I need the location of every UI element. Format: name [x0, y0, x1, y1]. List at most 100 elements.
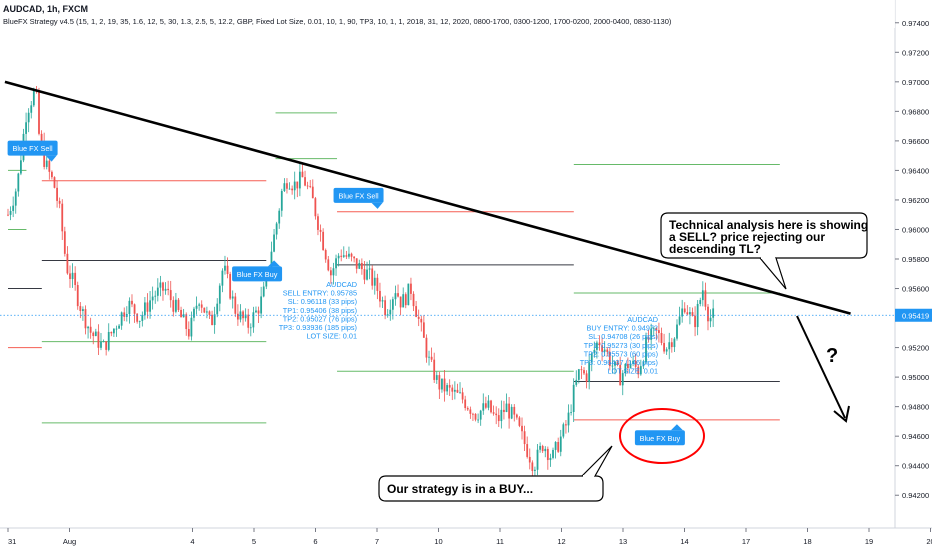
- candle-body: [236, 313, 239, 320]
- candle-body: [177, 299, 180, 310]
- info-line: TP3: 0.93936 (185 pips): [279, 323, 357, 332]
- signal-box: [333, 187, 384, 203]
- candle-body: [25, 122, 27, 134]
- candle-body: [505, 403, 508, 413]
- candle-body: [164, 288, 167, 291]
- candle-body: [590, 353, 593, 363]
- candle-body: [110, 331, 113, 334]
- candle-body: [639, 366, 642, 375]
- callout-sell-line-3: descending TL?: [669, 242, 761, 256]
- candle-body: [479, 410, 482, 420]
- candle-body: [466, 407, 469, 410]
- candle-body: [203, 307, 206, 313]
- info-line: SL: 0.94708 (26 pips): [588, 332, 658, 341]
- price-tick-label: 0.97000: [902, 78, 929, 87]
- candle-body: [92, 332, 95, 337]
- candle-body: [577, 369, 580, 380]
- candle-body: [208, 311, 211, 315]
- candle-body: [559, 436, 562, 452]
- candle-body: [704, 290, 707, 307]
- time-axis[interactable]: 31 Aug 4 5 6 7 10 11 12 13 14 17 18 19 20: [7, 528, 932, 546]
- candle-body: [472, 413, 474, 415]
- candle-body: [58, 200, 61, 204]
- callout-buy-box: [378, 475, 604, 502]
- candle-body: [614, 361, 616, 366]
- candle-body: [699, 300, 702, 304]
- candle-body: [492, 412, 495, 414]
- candle-body: [275, 223, 278, 235]
- candle-body: [180, 309, 182, 318]
- candle-body: [360, 262, 363, 270]
- price-tick-label: 0.94600: [902, 432, 929, 441]
- candle-body: [689, 312, 691, 315]
- candle-body: [668, 342, 671, 350]
- candle-body: [156, 287, 159, 296]
- candle-body: [231, 296, 234, 299]
- candle-body: [446, 385, 449, 392]
- candle-body: [546, 448, 549, 461]
- candle-body: [187, 329, 190, 337]
- callout-buy-text: Our strategy is in a BUY...: [387, 482, 533, 496]
- candle-body: [384, 300, 387, 316]
- time-tick-label: 19: [865, 537, 873, 546]
- candle-body: [399, 296, 402, 308]
- candle-body: [136, 313, 139, 322]
- candle-body: [340, 255, 343, 257]
- candle-body: [211, 314, 213, 326]
- candle-body: [304, 177, 306, 186]
- candle-body: [332, 268, 335, 276]
- candle-body: [291, 188, 294, 191]
- candle-body: [526, 444, 529, 457]
- candle-body: [451, 387, 454, 392]
- time-tick-label: 6: [313, 537, 317, 546]
- chart-title: AUDCAD, 1h, FXCM: [3, 4, 88, 14]
- candle-body: [102, 341, 105, 343]
- candle-body: [660, 332, 663, 343]
- candle-body: [621, 373, 624, 386]
- signal-label: Blue FX Buy: [237, 270, 278, 279]
- candle-body: [420, 318, 423, 323]
- candle-body: [218, 285, 221, 304]
- time-tick-label: 5: [252, 537, 256, 546]
- candle-body: [503, 409, 505, 413]
- current-price-box: [895, 308, 932, 322]
- candle-body: [293, 181, 296, 191]
- candle-body: [128, 300, 131, 314]
- price-tick-label: 0.97200: [902, 48, 929, 57]
- candle-body: [495, 413, 498, 416]
- time-tick-label: 20: [926, 537, 932, 546]
- candle-body: [598, 342, 601, 346]
- candle-body: [61, 203, 64, 232]
- candle-body: [459, 392, 461, 394]
- candle-body: [27, 112, 30, 123]
- candle-body: [508, 403, 511, 419]
- candle-body: [317, 216, 319, 230]
- candle-body: [686, 312, 689, 315]
- signals-layer: Blue FX Sell Blue FX Buy Blue FX Sell Blue …: [7, 140, 685, 446]
- price-tick-label: 0.96800: [902, 107, 929, 116]
- candle-body: [422, 322, 425, 338]
- candle-body: [123, 312, 126, 317]
- candle-body: [523, 431, 526, 445]
- time-tick-label: 10: [434, 537, 442, 546]
- candle-body: [585, 373, 588, 382]
- time-tick-label: 11: [496, 537, 504, 546]
- candle-body: [521, 425, 523, 432]
- info-line: LOT SIZE: 0.01: [607, 367, 658, 376]
- candle-body: [694, 315, 696, 328]
- indicator-legend[interactable]: BlueFX Strategy v4.5 (15, 1, 2, 19, 35, …: [3, 17, 672, 26]
- candle-body: [389, 309, 392, 315]
- candle-body: [329, 270, 332, 276]
- candle-body: [430, 356, 433, 360]
- candle-body: [167, 288, 170, 291]
- candle-body: [224, 265, 226, 271]
- candle-body: [562, 424, 565, 437]
- candle-body: [322, 231, 325, 251]
- candle-body: [30, 105, 33, 113]
- callout-sell-line-2: a SELL? price rejecting our: [669, 230, 825, 244]
- candle-body: [100, 341, 102, 348]
- candle-body: [642, 361, 645, 367]
- candle-body: [337, 255, 340, 259]
